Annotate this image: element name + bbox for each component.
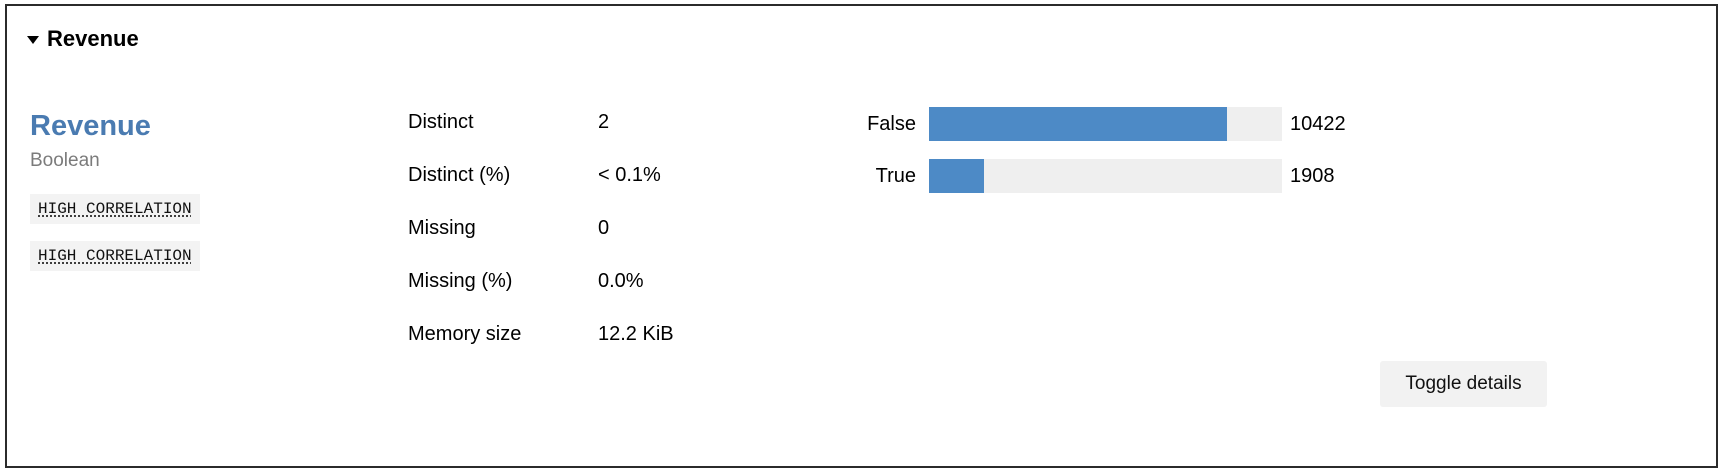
stat-label: Memory size — [408, 323, 522, 345]
frequency-row-true: True 1908 — [847, 150, 1367, 202]
stat-row-distinct: Distinct 2 — [408, 96, 738, 149]
frequency-bar-false — [929, 107, 1228, 141]
stat-row-missing-percent: Missing (%) 0.0% — [408, 255, 738, 308]
stat-value: 0.0% — [598, 270, 644, 292]
frequency-count: 1908 — [1290, 164, 1335, 187]
stat-value: 12.2 KiB — [598, 323, 674, 345]
stat-row-distinct-percent: Distinct (%) < 0.1% — [408, 149, 738, 202]
stat-value: < 0.1% — [598, 164, 661, 186]
frequency-bar-track — [929, 107, 1282, 141]
variable-type: Boolean — [30, 150, 100, 171]
panel-header-title: Revenue — [47, 26, 139, 51]
frequency-table: False 10422 True 1908 — [847, 98, 1367, 202]
stat-value: 2 — [598, 111, 610, 133]
stat-label: Distinct — [408, 111, 474, 133]
frequency-bar-true — [929, 159, 984, 193]
stats-table: Distinct 2 Distinct (%) < 0.1% Missing 0… — [408, 96, 738, 361]
frequency-label: False — [867, 112, 916, 135]
panel-header-toggle[interactable]: Revenue — [27, 24, 139, 54]
frequency-label: True — [875, 164, 916, 187]
stat-label: Missing — [408, 217, 476, 239]
stat-row-missing: Missing 0 — [408, 202, 738, 255]
toggle-details-button[interactable]: Toggle details — [1380, 361, 1547, 407]
frequency-bar-track — [929, 159, 1282, 193]
stat-value: 0 — [598, 217, 610, 239]
high-correlation-badge[interactable]: HIGH CORRELATION — [30, 241, 200, 271]
stat-row-memory-size: Memory size 12.2 KiB — [408, 308, 738, 361]
frequency-row-false: False 10422 — [847, 98, 1367, 150]
caret-down-icon — [27, 36, 39, 44]
variable-panel: Revenue Revenue Boolean HIGH CORRELATION… — [5, 4, 1718, 468]
frequency-count: 10422 — [1290, 112, 1346, 135]
stat-label: Missing (%) — [408, 270, 513, 292]
high-correlation-badge[interactable]: HIGH CORRELATION — [30, 194, 200, 224]
variable-name-link[interactable]: Revenue — [30, 110, 151, 142]
stat-label: Distinct (%) — [408, 164, 511, 186]
